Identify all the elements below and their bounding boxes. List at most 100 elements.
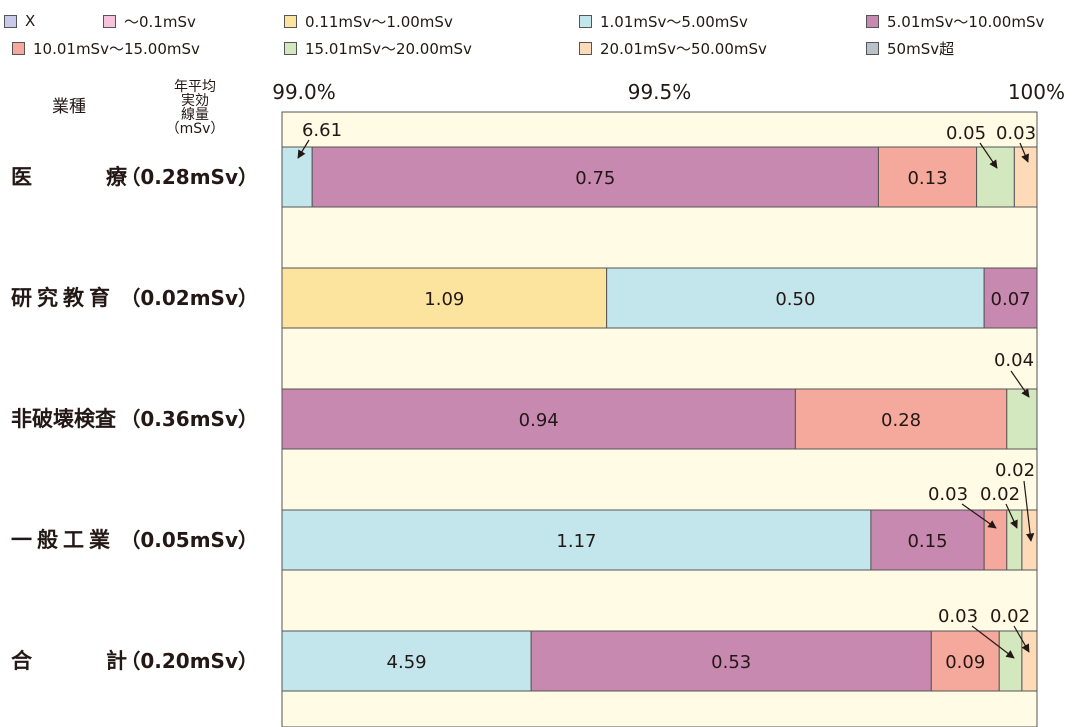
data-label: 0.50 — [775, 289, 815, 310]
data-label: 0.04 — [994, 350, 1034, 371]
row-label: 合 — [11, 649, 33, 673]
bar-segment — [976, 146, 1015, 208]
row-label: 医 — [11, 165, 32, 189]
bar-segment — [983, 267, 1038, 329]
bar-segment — [794, 388, 1008, 450]
legend-item: 15.01mSv～20.00mSv — [284, 37, 472, 59]
data-label: 0.02 — [995, 460, 1035, 481]
bar-segment — [606, 267, 985, 329]
legend-label: 1.01mSv～5.00mSv — [600, 12, 748, 31]
data-label: 0.03 — [996, 123, 1036, 144]
row-label: 研究教育 — [11, 286, 115, 310]
legend-label: 0.11mSv～1.00mSv — [305, 12, 453, 31]
row-dose-label: （0.36mSv） — [120, 407, 258, 431]
legend-swatch — [579, 14, 592, 28]
row-label: 非破壊検査 — [11, 407, 116, 431]
data-label: 1.09 — [424, 289, 464, 310]
x-tick-label: 99.5% — [628, 80, 692, 104]
row-label: 療 — [106, 165, 128, 189]
annotation-arrow — [1005, 503, 1018, 529]
annotation-arrow — [1019, 142, 1029, 163]
data-label: 4.59 — [387, 652, 427, 673]
legend-item: 1.01mSv～5.00mSv — [579, 10, 748, 32]
legend-label: 20.01mSv～50.00mSv — [600, 39, 767, 58]
annotation-arrow — [979, 142, 998, 169]
row-dose-label: （0.05mSv） — [120, 528, 258, 552]
row-dose-label: （0.20mSv） — [120, 649, 258, 673]
bar-segment — [281, 509, 872, 571]
legend-swatch — [103, 14, 116, 28]
annotation-arrow — [1010, 370, 1030, 398]
annotation-arrow — [297, 139, 310, 159]
legend: X ～0.1mSv 0.11mSv～1.00mSv 1.01mSv～5.00mS… — [0, 0, 1077, 64]
bar-segment — [877, 146, 978, 208]
data-label: 0.02 — [990, 606, 1030, 627]
bar-segment — [1021, 630, 1038, 692]
row-dose-label: （0.02mSv） — [120, 286, 258, 310]
annotation-arrow — [1013, 625, 1030, 653]
legend-item: ～0.1mSv — [103, 10, 196, 32]
data-label: 0.09 — [945, 652, 985, 673]
dose-header-line: 年平均 — [174, 79, 216, 95]
row-label: 一般工業 — [11, 528, 115, 552]
legend-swatch — [866, 14, 879, 28]
industry-header: 業種 — [52, 97, 86, 117]
bar-segment — [281, 267, 608, 329]
data-label: 1.17 — [556, 531, 596, 552]
dose-header-line: （mSv） — [165, 121, 225, 137]
bar-segment — [281, 146, 313, 208]
annotation-arrow — [971, 625, 1015, 659]
data-label: 6.61 — [302, 120, 342, 141]
bar-segment — [1006, 388, 1038, 450]
data-label: 0.15 — [907, 531, 947, 552]
legend-item: 0.11mSv～1.00mSv — [284, 10, 453, 32]
bar-segment — [1021, 509, 1038, 571]
dose-header-line: 線量 — [181, 107, 209, 123]
data-label: 0.05 — [946, 123, 986, 144]
bar-segment — [1013, 146, 1038, 208]
data-label: 0.03 — [928, 484, 968, 505]
dose-header: 年平均 実効 線量 （mSv） — [163, 80, 227, 136]
legend-item: 5.01mSv～10.00mSv — [866, 10, 1044, 32]
x-tick-label: 99.0% — [272, 80, 336, 104]
legend-label: ～0.1mSv — [124, 12, 196, 31]
data-label: 0.03 — [938, 606, 978, 627]
data-label: 0.13 — [907, 168, 947, 189]
data-label: 0.75 — [575, 168, 615, 189]
x-tick-label: 100% — [1008, 80, 1065, 104]
data-label: 0.07 — [991, 289, 1031, 310]
bar-segment — [998, 630, 1023, 692]
dose-header-line: 実効 — [181, 93, 209, 109]
legend-label: 5.01mSv～10.00mSv — [887, 12, 1045, 31]
legend-swatch — [579, 41, 592, 55]
bar-segment — [281, 388, 796, 450]
legend-swatch — [12, 41, 25, 55]
annotation-arrow — [1023, 480, 1035, 542]
row-label: 計 — [106, 649, 127, 673]
bar-segment — [1006, 509, 1023, 571]
legend-item: 20.01mSv～50.00mSv — [579, 37, 767, 59]
legend-label: 15.01mSv～20.00mSv — [305, 39, 472, 58]
legend-label: X — [25, 12, 36, 30]
legend-label: 10.01mSv～15.00mSv — [33, 39, 200, 58]
data-label: 0.53 — [711, 652, 751, 673]
bar-segment — [530, 630, 932, 692]
legend-item: 10.01mSv～15.00mSv — [12, 37, 200, 59]
legend-item: X — [4, 10, 35, 32]
bar-segment — [930, 630, 1000, 692]
data-label: 0.94 — [519, 410, 559, 431]
legend-swatch — [284, 41, 297, 55]
bar-segment — [281, 630, 532, 692]
legend-swatch — [4, 14, 17, 28]
data-label: 0.02 — [980, 484, 1020, 505]
row-dose-label: （0.28mSv） — [120, 165, 258, 189]
legend-swatch — [866, 41, 879, 55]
legend-item: 50mSv超 — [866, 37, 954, 59]
annotation-arrow — [961, 503, 997, 529]
legend-swatch — [284, 14, 297, 28]
bar-segment — [311, 146, 879, 208]
legend-label: 50mSv超 — [887, 39, 955, 58]
bar-segment — [983, 509, 1008, 571]
data-label: 0.28 — [881, 410, 921, 431]
